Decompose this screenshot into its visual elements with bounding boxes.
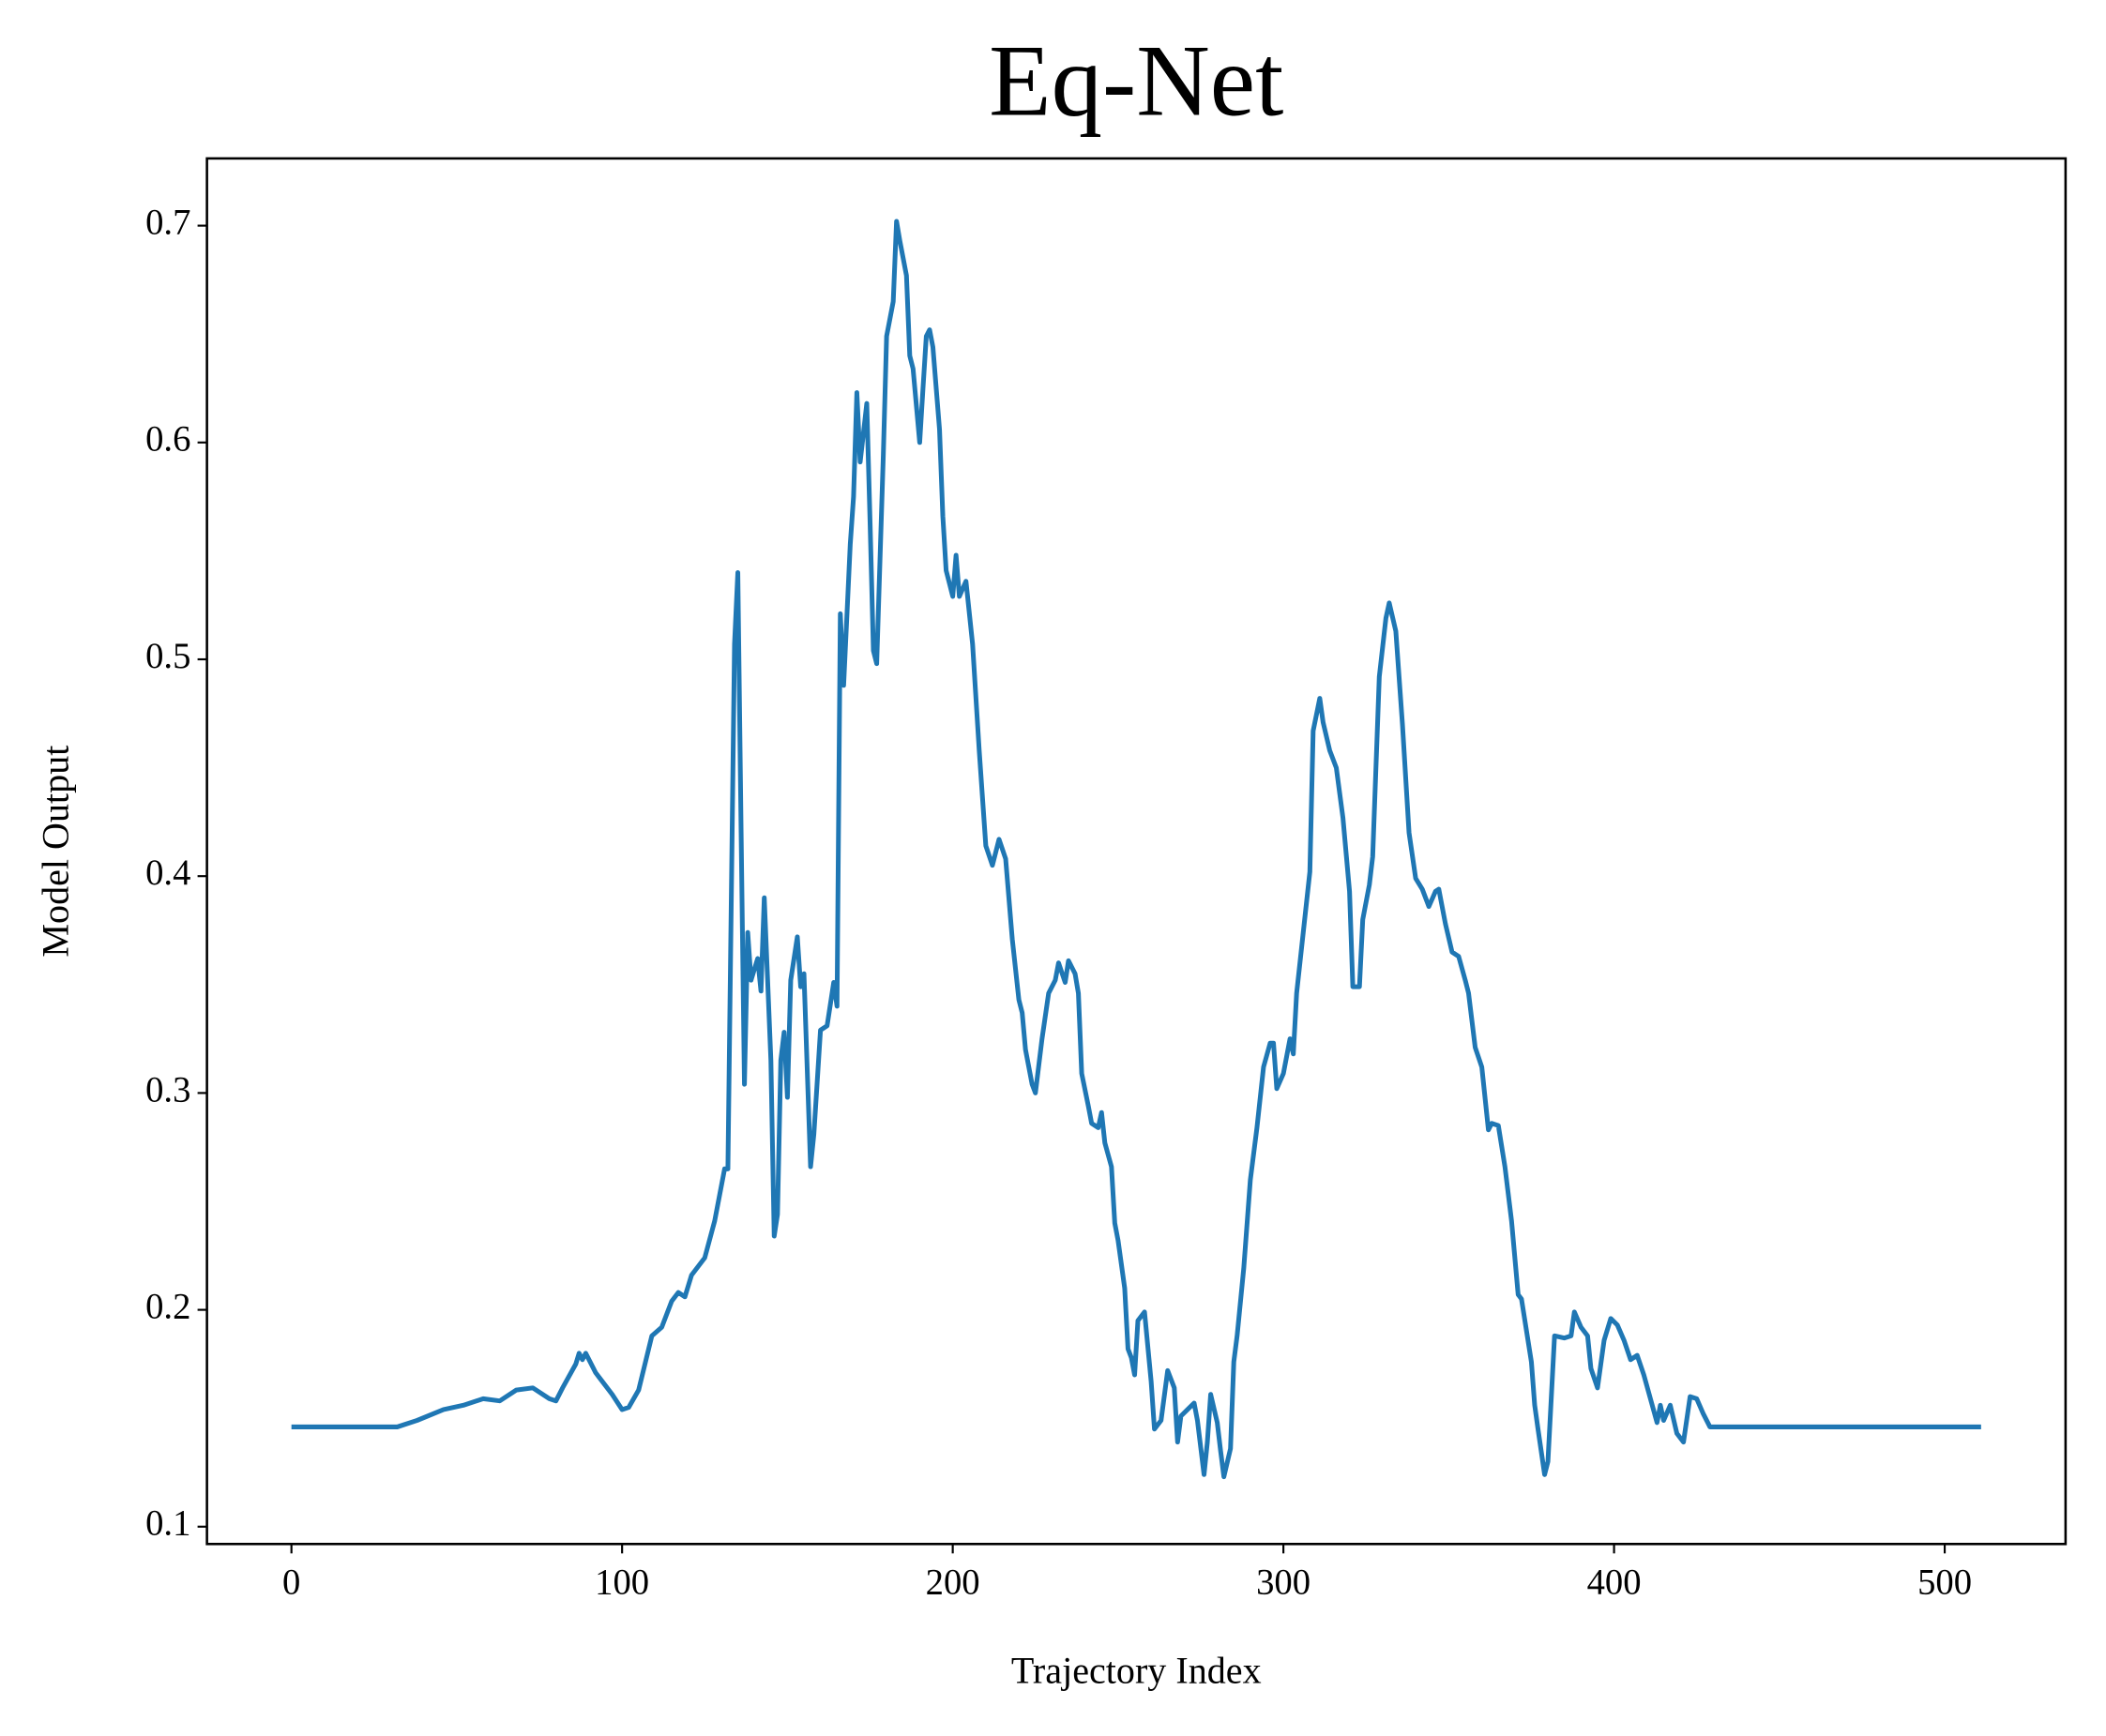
plot-frame bbox=[205, 157, 2068, 1546]
x-axis-label: Trajectory Index bbox=[1011, 1649, 1262, 1691]
x-tick-label: 100 bbox=[595, 1563, 649, 1603]
y-tick-label: 0.6 bbox=[145, 420, 190, 460]
chart-title: Eq-Net bbox=[989, 23, 1283, 137]
x-tick-label: 200 bbox=[926, 1563, 980, 1603]
x-tick-label: 300 bbox=[1256, 1563, 1311, 1603]
y-axis-label: Model Output bbox=[34, 746, 76, 958]
data-line bbox=[291, 219, 1981, 1480]
y-tick-label: 0.5 bbox=[145, 637, 190, 676]
y-tick-label: 0.4 bbox=[145, 853, 190, 893]
y-tick-label: 0.1 bbox=[145, 1504, 190, 1544]
x-tick-label: 400 bbox=[1587, 1563, 1642, 1603]
y-tick-label: 0.3 bbox=[145, 1070, 190, 1110]
y-tick-label: 0.7 bbox=[145, 203, 190, 242]
x-tick-label: 500 bbox=[1917, 1563, 1972, 1603]
y-tick-label: 0.2 bbox=[145, 1287, 190, 1326]
x-tick-label: 0 bbox=[282, 1563, 300, 1603]
